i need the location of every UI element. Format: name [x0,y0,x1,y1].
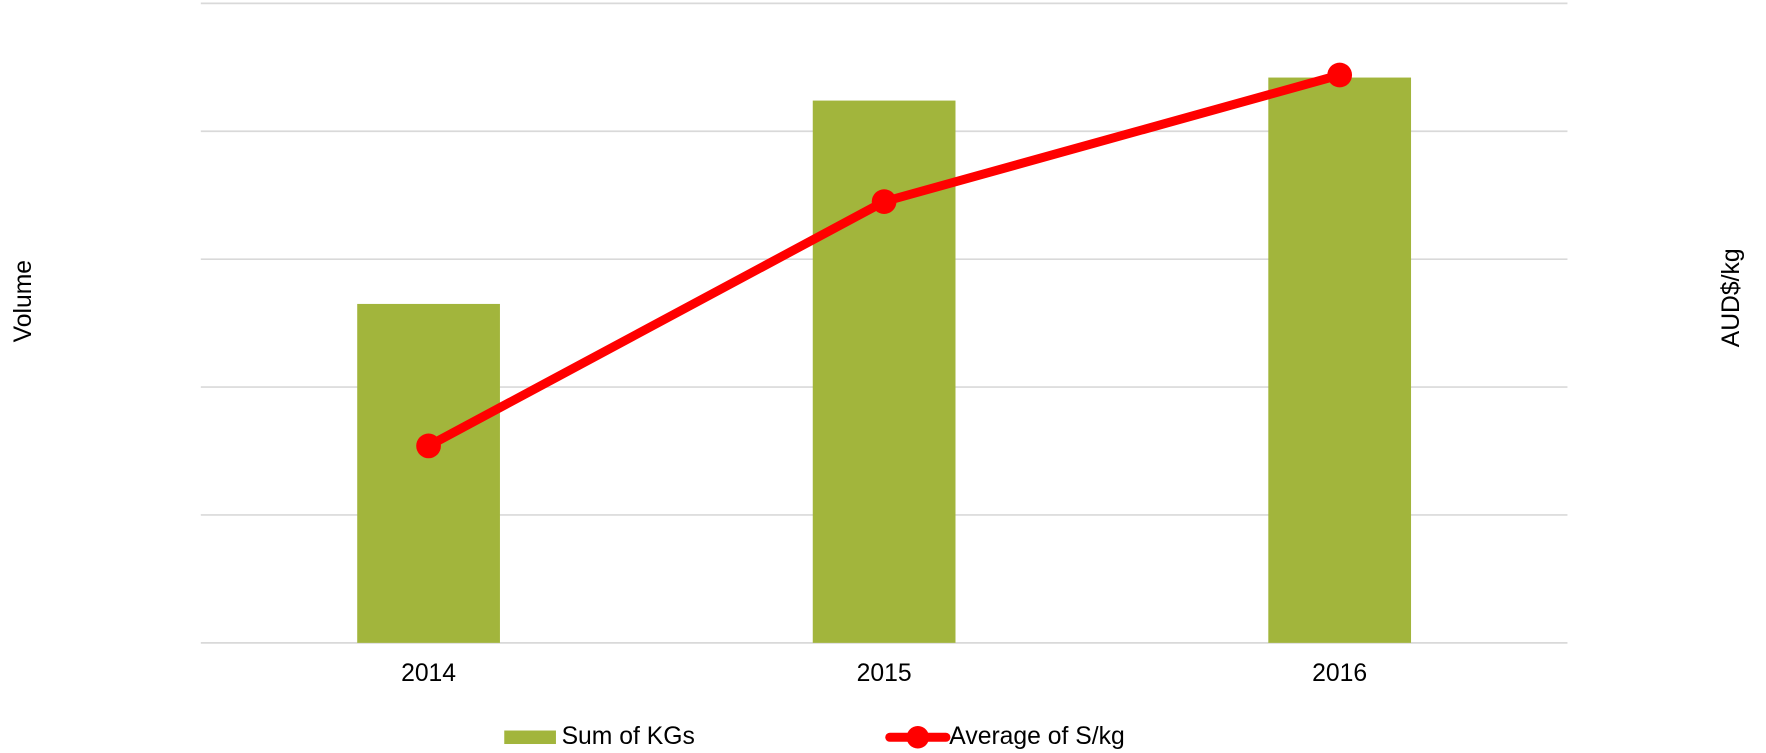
y-axis-title: Volume [10,260,37,342]
x-tick-label: 2015 [857,660,912,687]
legend-label: Sum of KGs [562,723,695,750]
line-marker [1327,62,1353,88]
line-marker [871,189,897,214]
legend-swatch [504,730,556,745]
x-tick-label: 2016 [1312,660,1367,687]
bar [812,100,956,643]
x-tick-label: 2014 [401,660,456,687]
bar [357,303,500,643]
line-marker [416,433,441,459]
bar [1268,77,1412,643]
legend-marker [906,726,930,749]
y2-axis-title: AUD$/kg [1718,248,1745,347]
legend-label: Average of S/kg [949,723,1124,750]
